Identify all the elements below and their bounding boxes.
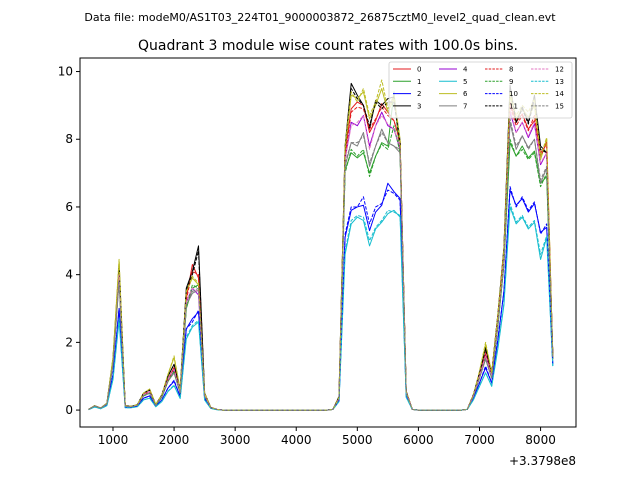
legend-label-6: 6 <box>463 90 468 98</box>
legend-label-1: 1 <box>417 78 421 86</box>
series-line-14 <box>88 79 554 411</box>
legend-label-9: 9 <box>509 78 513 86</box>
y-tick-label: 2 <box>65 335 73 349</box>
series-line-2 <box>88 182 554 411</box>
series-line-13 <box>88 203 554 411</box>
legend-label-10: 10 <box>509 90 518 98</box>
series-line-15 <box>88 118 554 411</box>
x-tick-label: 3000 <box>220 433 251 447</box>
legend-label-8: 8 <box>509 66 513 74</box>
legend-label-0: 0 <box>417 66 421 74</box>
legend-label-5: 5 <box>463 78 467 86</box>
y-tick-label: 8 <box>65 132 73 146</box>
x-tick-label: 6000 <box>403 433 434 447</box>
y-axis: 0 2 4 6 8 10 <box>58 65 80 417</box>
y-tick-label: 4 <box>65 268 73 282</box>
x-axis: 1000 2000 3000 4000 5000 6000 7000 8000 <box>98 427 556 447</box>
x-tick-label: 1000 <box>98 433 129 447</box>
x-tick-label: 8000 <box>525 433 556 447</box>
series-line-5 <box>88 206 554 411</box>
legend-label-14: 14 <box>555 90 564 98</box>
y-tick-label: 0 <box>65 403 73 417</box>
x-tick-label: 5000 <box>342 433 373 447</box>
legend-label-13: 13 <box>555 78 564 86</box>
legend-box <box>388 61 573 119</box>
x-offset-label: +3.3798e8 <box>509 454 576 468</box>
datafile-caption: Data file: modeM0/AS1T03_224T01_90000038… <box>84 11 556 24</box>
chart-title: Quadrant 3 module wise count rates with … <box>138 38 518 54</box>
series-line-9 <box>88 125 554 411</box>
y-tick-label: 10 <box>58 65 73 79</box>
legend-label-12: 12 <box>555 66 564 74</box>
plot-area: 1000 2000 3000 4000 5000 6000 7000 8000 0246810… <box>58 57 577 468</box>
legend-label-3: 3 <box>417 102 421 110</box>
legend-label-15: 15 <box>555 102 564 110</box>
legend-label-7: 7 <box>463 102 467 110</box>
x-tick-label: 4000 <box>281 433 312 447</box>
series-layer <box>88 79 554 411</box>
legend-label-11: 11 <box>509 102 518 110</box>
legend-label-4: 4 <box>463 66 468 74</box>
legend-label-2: 2 <box>417 90 421 98</box>
x-tick-label: 2000 <box>159 433 190 447</box>
axes-frame <box>79 57 577 428</box>
x-tick-label: 7000 <box>464 433 495 447</box>
y-tick-label: 6 <box>65 200 73 214</box>
series-line-10 <box>88 186 554 411</box>
